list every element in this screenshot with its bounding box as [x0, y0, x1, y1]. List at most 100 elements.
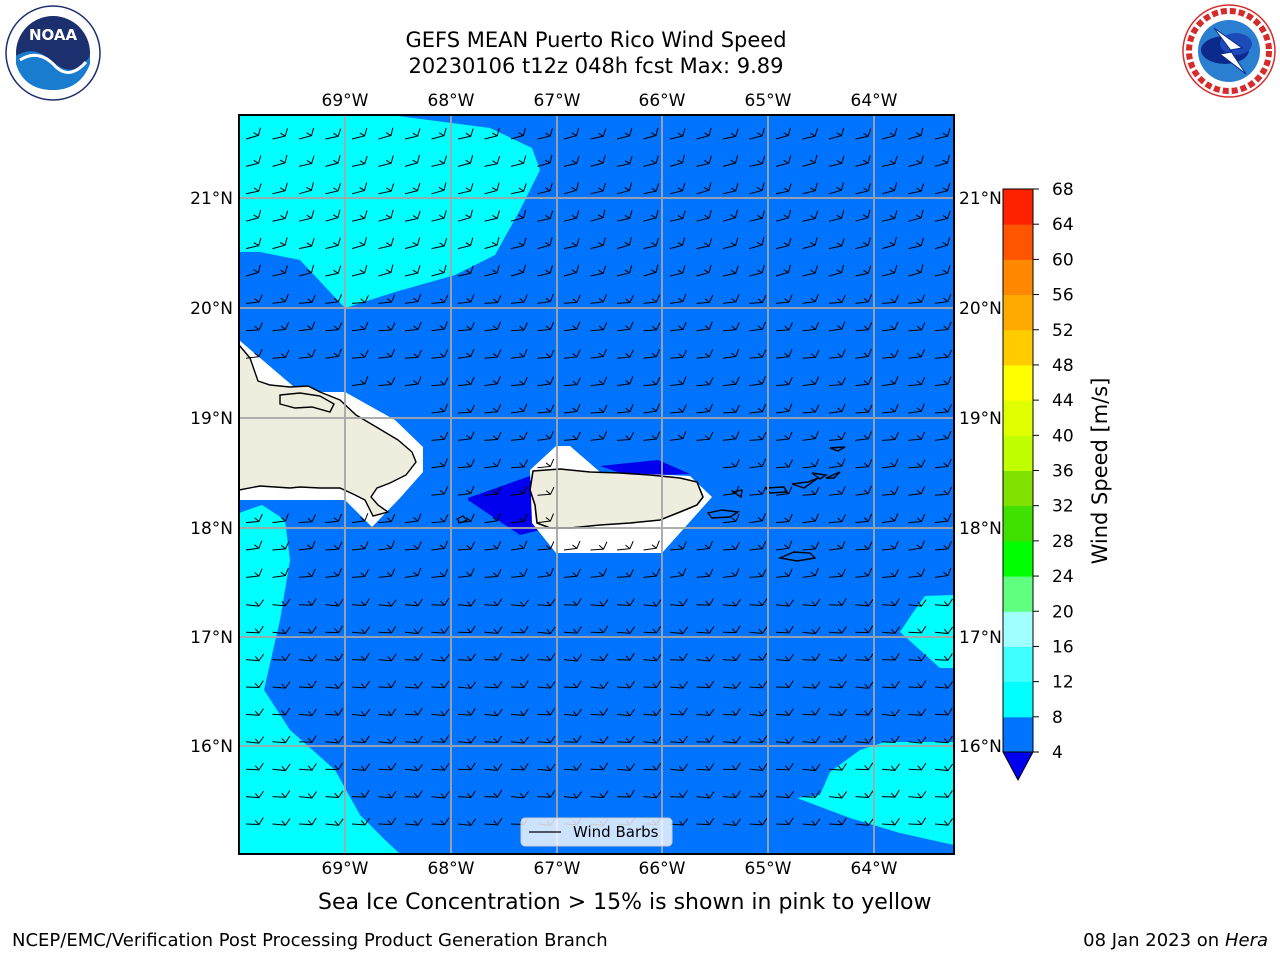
wind-barb [934, 541, 952, 551]
wind-barb [457, 513, 475, 524]
wind-barb [643, 294, 661, 304]
wind-barb [351, 541, 369, 551]
wind-barb [934, 430, 952, 441]
wind-barb [298, 791, 318, 799]
band-8-12-southwest [239, 505, 400, 854]
wind-barb [828, 514, 846, 524]
wind-barb [802, 265, 818, 277]
wind-barb [537, 707, 556, 716]
wind-barb [510, 209, 527, 222]
wind-barb [749, 513, 766, 524]
wind-barb [775, 540, 793, 551]
lon-labels-top: 69°W 68°W 67°W 66°W 65°W 64°W [322, 91, 898, 111]
wind-barb [272, 210, 289, 222]
wind-barb [616, 182, 633, 195]
wind-barb [775, 680, 794, 688]
lat-label-left: 18°N [190, 519, 233, 539]
wind-barb [908, 513, 926, 524]
wind-barb [272, 513, 289, 524]
wind-barb [378, 209, 394, 222]
wind-barb [590, 625, 609, 634]
wind-barb [457, 599, 476, 607]
wind-barb [431, 791, 450, 799]
wind-barb [669, 681, 688, 689]
wind-barb [722, 376, 740, 387]
colorbar-segment [1003, 259, 1033, 296]
wind-barb [802, 404, 820, 414]
wind-barb [325, 155, 341, 167]
wind-barb [802, 513, 819, 524]
wind-barb [643, 431, 661, 441]
band-8-12-southeast [797, 742, 954, 845]
wind-barb [828, 680, 847, 689]
wind-barb [431, 182, 447, 195]
wind-barb [775, 155, 792, 167]
wind-barb [563, 264, 580, 277]
colorbar-tick-label: 8 [1052, 708, 1063, 728]
wind-barb [563, 377, 581, 387]
wind-barb [775, 568, 793, 578]
wind-barb [934, 376, 952, 387]
wind-barb [802, 567, 819, 578]
wind-barb [245, 348, 263, 359]
wind-barb [934, 349, 952, 359]
wind-barb [749, 404, 767, 414]
lon-labels-bottom: 69°W 68°W 67°W 66°W 65°W 64°W [322, 859, 898, 879]
wind-barb [590, 128, 607, 140]
wind-barb [616, 735, 635, 743]
wind-barb [616, 127, 633, 140]
wind-barb [378, 736, 397, 744]
lon-label-top: 66°W [639, 91, 686, 111]
colorbar-tick-label: 52 [1052, 321, 1074, 341]
wind-barb [881, 789, 900, 798]
wind-barb [484, 817, 503, 826]
wind-barb [510, 680, 529, 688]
wind-barb [378, 294, 396, 304]
wind-barb [404, 293, 422, 304]
wind-barb [404, 182, 421, 195]
wind-barb [245, 817, 264, 825]
wind-barb [908, 264, 924, 277]
wind-barb [643, 348, 660, 359]
wind-barb [696, 817, 715, 826]
wind-barb [457, 568, 475, 578]
wind-barb [590, 376, 608, 387]
wind-barb [881, 680, 900, 689]
wind-barb [351, 295, 369, 304]
wind-barb [245, 790, 264, 799]
wind-barb [563, 680, 582, 689]
wind-barb [722, 404, 740, 414]
wind-barb [510, 599, 530, 607]
wind-barb [881, 349, 899, 359]
wind-barb [616, 264, 633, 277]
wind-barb [351, 598, 370, 606]
wind-barb [855, 681, 874, 689]
nws-logo [1182, 4, 1276, 98]
wind-barb [510, 762, 529, 771]
colorbar-tick-label: 28 [1052, 532, 1074, 552]
wind-barb [802, 237, 818, 250]
wind-barb [510, 348, 528, 359]
lon-label-top: 69°W [322, 91, 369, 111]
wind-barb [722, 485, 740, 496]
wind-barb [537, 430, 554, 441]
wind-barb [510, 431, 528, 441]
wind-barb [457, 348, 475, 359]
wind-barb [669, 404, 687, 414]
wind-barb [828, 708, 847, 717]
wind-barb [245, 209, 262, 222]
wind-barb [775, 376, 793, 387]
wind-barb [245, 322, 263, 332]
wind-barb [828, 155, 845, 167]
wind-barb [749, 735, 768, 743]
wind-barb [749, 155, 766, 167]
wind-barb [775, 348, 793, 359]
wind-barb [908, 348, 925, 359]
wind-barb [431, 680, 450, 689]
wind-barb [749, 569, 767, 578]
wind-barb [722, 681, 742, 689]
wind-barb [431, 349, 449, 359]
wind-barb [351, 321, 369, 332]
wind-barb [908, 762, 927, 771]
wind-barb [298, 654, 318, 662]
